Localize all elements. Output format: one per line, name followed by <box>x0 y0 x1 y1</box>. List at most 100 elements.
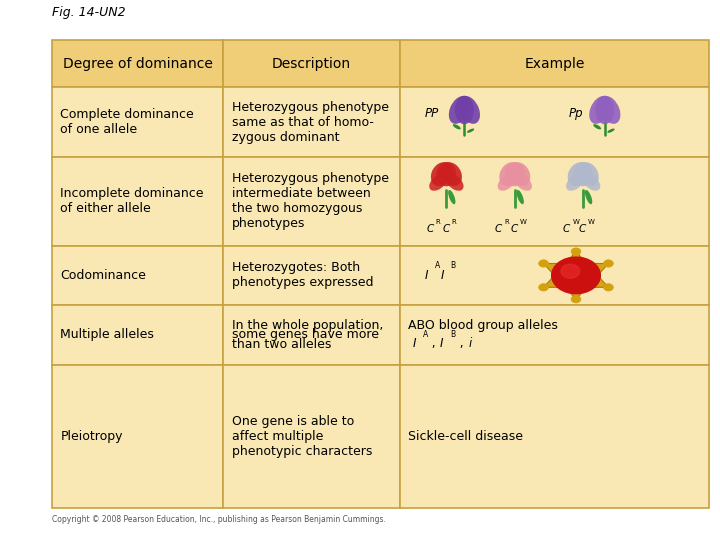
Ellipse shape <box>600 96 621 124</box>
Bar <box>400 364 709 508</box>
Text: I: I <box>425 269 428 282</box>
Ellipse shape <box>467 129 474 133</box>
Text: C: C <box>579 224 586 234</box>
Text: Copyright © 2008 Pearson Education, Inc., publishing as Pearson Benjamin Cumming: Copyright © 2008 Pearson Education, Inc.… <box>52 515 386 524</box>
Ellipse shape <box>446 174 464 191</box>
Text: W: W <box>588 219 595 225</box>
Bar <box>52 157 223 246</box>
Ellipse shape <box>573 162 593 186</box>
Circle shape <box>603 260 613 267</box>
Ellipse shape <box>499 162 520 186</box>
Circle shape <box>603 284 613 291</box>
Bar <box>52 246 223 305</box>
Circle shape <box>539 284 549 291</box>
Text: some genes have more: some genes have more <box>232 328 379 341</box>
Text: I: I <box>440 337 444 350</box>
Ellipse shape <box>459 96 480 124</box>
Ellipse shape <box>566 174 584 191</box>
Ellipse shape <box>608 129 615 133</box>
Text: C: C <box>442 224 449 234</box>
Text: One gene is able to
affect multiple
phenotypic characters: One gene is able to affect multiple phen… <box>232 415 372 457</box>
Text: I: I <box>413 337 416 350</box>
Bar <box>400 246 709 305</box>
Text: A: A <box>423 330 428 339</box>
Ellipse shape <box>589 96 610 124</box>
Text: Complete dominance
of one allele: Complete dominance of one allele <box>60 108 194 136</box>
Text: B: B <box>450 330 455 339</box>
Text: ,: , <box>456 337 467 350</box>
Ellipse shape <box>567 162 588 186</box>
Bar <box>400 40 709 87</box>
Bar <box>223 40 400 87</box>
Ellipse shape <box>585 190 593 204</box>
Text: Example: Example <box>524 57 585 71</box>
Text: A: A <box>435 261 440 270</box>
Text: Heterozygous phenotype
same as that of homo-
zygous dominant: Heterozygous phenotype same as that of h… <box>232 100 389 144</box>
Bar <box>52 87 223 157</box>
Text: Heterozygous phenotype
intermediate between
the two homozygous
phenotypes: Heterozygous phenotype intermediate betw… <box>232 172 389 230</box>
Bar <box>223 364 400 508</box>
Polygon shape <box>544 264 608 299</box>
Bar <box>223 305 400 364</box>
Ellipse shape <box>429 174 447 191</box>
Text: Incomplete dominance
of either allele: Incomplete dominance of either allele <box>60 187 204 215</box>
Ellipse shape <box>453 124 461 130</box>
Text: C: C <box>426 224 433 234</box>
Bar <box>52 364 223 508</box>
Ellipse shape <box>595 96 614 124</box>
Bar <box>52 305 223 364</box>
Text: W: W <box>572 219 580 225</box>
Ellipse shape <box>516 190 524 204</box>
Bar <box>223 157 400 246</box>
Text: C: C <box>495 224 502 234</box>
Text: i: i <box>469 337 472 350</box>
Circle shape <box>561 264 580 278</box>
Ellipse shape <box>455 96 474 124</box>
Text: Pp: Pp <box>569 107 583 120</box>
Text: Codominance: Codominance <box>60 269 146 282</box>
Bar <box>223 87 400 157</box>
Ellipse shape <box>578 162 599 186</box>
Text: R: R <box>504 219 509 225</box>
Text: Pleiotropy: Pleiotropy <box>60 429 123 443</box>
Text: I: I <box>441 269 444 282</box>
Bar <box>52 40 223 87</box>
Ellipse shape <box>448 190 456 204</box>
Ellipse shape <box>505 162 525 186</box>
Text: R: R <box>436 219 441 225</box>
Bar <box>400 305 709 364</box>
Text: C: C <box>510 224 518 234</box>
Polygon shape <box>544 252 608 287</box>
Text: PP: PP <box>425 107 439 120</box>
Ellipse shape <box>449 96 469 124</box>
Text: W: W <box>520 219 527 225</box>
Text: Heterozygotes: Both
phenotypes expressed: Heterozygotes: Both phenotypes expressed <box>232 261 374 289</box>
Circle shape <box>571 248 581 255</box>
Bar <box>400 157 709 246</box>
Ellipse shape <box>593 124 601 130</box>
Text: C: C <box>563 224 570 234</box>
Ellipse shape <box>431 162 451 186</box>
Text: B: B <box>451 261 456 270</box>
Text: Fig. 14-UN2: Fig. 14-UN2 <box>52 6 125 19</box>
Text: ,: , <box>428 337 436 350</box>
Ellipse shape <box>582 174 600 191</box>
Text: than two alleles: than two alleles <box>232 338 331 351</box>
Text: Degree of dominance: Degree of dominance <box>63 57 212 71</box>
Text: Multiple alleles: Multiple alleles <box>60 328 154 341</box>
Ellipse shape <box>441 162 462 186</box>
Bar <box>400 87 709 157</box>
Text: R: R <box>451 219 456 225</box>
Text: Sickle-cell disease: Sickle-cell disease <box>408 429 523 443</box>
Bar <box>223 246 400 305</box>
Circle shape <box>552 257 600 294</box>
Ellipse shape <box>498 174 516 191</box>
Ellipse shape <box>514 174 532 191</box>
Ellipse shape <box>510 162 531 186</box>
Text: ABO blood group alleles: ABO blood group alleles <box>408 319 558 332</box>
Text: Description: Description <box>272 57 351 71</box>
Circle shape <box>539 260 549 267</box>
Text: In the whole population,: In the whole population, <box>232 319 383 332</box>
Circle shape <box>571 295 581 303</box>
Ellipse shape <box>436 162 456 186</box>
